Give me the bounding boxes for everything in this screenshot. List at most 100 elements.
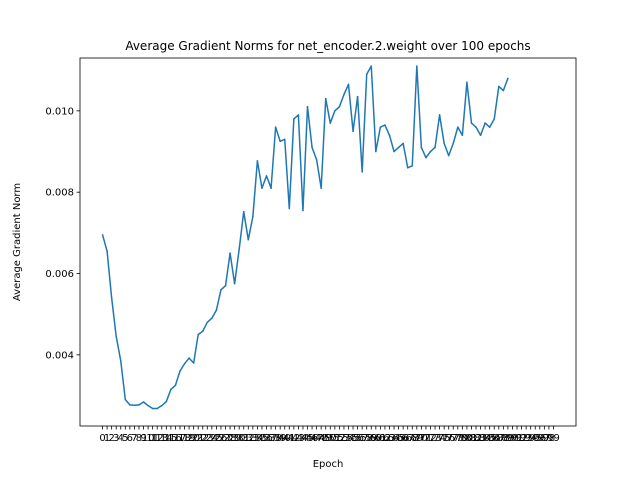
data-point bbox=[493, 118, 496, 120]
x-tick-label: 59 bbox=[365, 433, 378, 444]
x-tick-label: 7 bbox=[131, 433, 137, 444]
data-point bbox=[324, 97, 327, 100]
data-point bbox=[347, 83, 350, 86]
x-tick-label: 40 bbox=[278, 433, 291, 444]
data-point bbox=[361, 171, 363, 173]
x-tick-label: 51 bbox=[328, 433, 341, 444]
x-tick-label: 62 bbox=[379, 433, 392, 444]
x-tick-label: 33 bbox=[246, 433, 259, 444]
data-point bbox=[502, 89, 505, 92]
data-point bbox=[306, 106, 309, 108]
y-axis-label: Average Gradient Norm bbox=[12, 183, 23, 301]
x-tick-label: 68 bbox=[406, 433, 419, 444]
data-point bbox=[484, 122, 486, 124]
x-tick-label: 47 bbox=[310, 433, 323, 444]
x-tick-label: 0 bbox=[99, 433, 105, 444]
x-tick-label: 57 bbox=[356, 433, 369, 444]
x-tick-label: 13 bbox=[155, 433, 168, 444]
data-point bbox=[160, 404, 163, 407]
x-tick-label: 95 bbox=[529, 433, 542, 444]
x-tick-label: 24 bbox=[205, 433, 218, 444]
x-tick-label: 3 bbox=[113, 433, 119, 444]
data-point bbox=[192, 362, 195, 364]
x-tick-label: 72 bbox=[424, 433, 437, 444]
x-tick-label: 81 bbox=[465, 433, 478, 444]
x-tick-label: 31 bbox=[237, 433, 250, 444]
x-tick-label: 83 bbox=[474, 433, 487, 444]
x-tick-label: 43 bbox=[292, 433, 305, 444]
data-point bbox=[170, 388, 172, 391]
data-point bbox=[293, 118, 295, 120]
x-tick-label: 66 bbox=[397, 433, 410, 444]
y-tick-label: 0.008 bbox=[45, 188, 74, 199]
x-tick-label: 75 bbox=[438, 433, 451, 444]
data-point bbox=[215, 309, 218, 311]
data-point bbox=[147, 404, 149, 407]
chart-title: Average Gradient Norms for net_encoder.2… bbox=[125, 39, 530, 53]
x-tick-label: 25 bbox=[210, 433, 223, 444]
x-tick-label: 71 bbox=[420, 433, 433, 444]
x-tick-label: 30 bbox=[233, 433, 246, 444]
x-tick-label: 86 bbox=[488, 433, 501, 444]
x-tick-label: 36 bbox=[260, 433, 273, 444]
y-tick-label: 0.006 bbox=[45, 269, 74, 280]
data-point bbox=[238, 248, 240, 250]
x-tick-label: 46 bbox=[306, 433, 319, 444]
data-point bbox=[488, 126, 491, 128]
data-point bbox=[315, 158, 318, 161]
data-point bbox=[233, 282, 236, 285]
x-tick-label: 18 bbox=[178, 433, 191, 444]
data-point bbox=[265, 175, 268, 177]
data-point bbox=[420, 146, 423, 149]
x-tick-label: 48 bbox=[315, 433, 328, 444]
series-line bbox=[101, 65, 509, 410]
data-point bbox=[138, 404, 140, 406]
x-tick-label: 78 bbox=[451, 433, 464, 444]
x-tick-label: 54 bbox=[342, 433, 355, 444]
x-tick-label: 73 bbox=[429, 433, 442, 444]
data-point bbox=[224, 284, 227, 287]
data-point bbox=[156, 407, 158, 410]
x-tick-label: 41 bbox=[283, 433, 296, 444]
data-point bbox=[457, 126, 459, 128]
data-point bbox=[393, 150, 395, 153]
data-point bbox=[425, 156, 427, 159]
x-tick-label: 89 bbox=[502, 433, 515, 444]
data-point bbox=[334, 110, 336, 112]
x-tick-label: 74 bbox=[433, 433, 446, 444]
x-tick-label: 27 bbox=[219, 433, 232, 444]
data-point bbox=[247, 238, 250, 241]
x-tick-label: 38 bbox=[269, 433, 282, 444]
data-point bbox=[352, 130, 354, 132]
data-point bbox=[261, 187, 263, 189]
x-tick-label: 44 bbox=[297, 433, 310, 444]
x-tick-label: 60 bbox=[369, 433, 382, 444]
x-tick-label: 6 bbox=[127, 433, 133, 444]
data-point bbox=[365, 73, 368, 76]
x-tick-label: 90 bbox=[506, 433, 519, 444]
data-point bbox=[242, 210, 245, 213]
x-tick-label: 67 bbox=[401, 433, 414, 444]
data-point bbox=[379, 126, 382, 128]
data-point bbox=[188, 357, 190, 359]
x-tick-label: 9 bbox=[140, 433, 146, 444]
data-point bbox=[343, 93, 345, 96]
data-point bbox=[384, 124, 386, 126]
data-point bbox=[133, 404, 136, 407]
x-tick-label: 20 bbox=[187, 433, 200, 444]
x-tick-label: 39 bbox=[274, 433, 287, 444]
data-point bbox=[397, 146, 400, 149]
x-tick-label: 56 bbox=[351, 433, 364, 444]
axes-frame bbox=[79, 57, 577, 427]
data-point bbox=[179, 370, 181, 372]
x-tick-label: 12 bbox=[151, 433, 164, 444]
x-tick-label: 32 bbox=[242, 433, 255, 444]
x-tick-label: 80 bbox=[461, 433, 474, 444]
x-tick-label: 58 bbox=[360, 433, 373, 444]
x-tick-label: 10 bbox=[142, 433, 155, 444]
x-tick-label: 84 bbox=[479, 433, 492, 444]
x-axis-ticks: 0123456789101112131415161718192021222324… bbox=[99, 426, 560, 444]
data-point bbox=[475, 126, 477, 128]
